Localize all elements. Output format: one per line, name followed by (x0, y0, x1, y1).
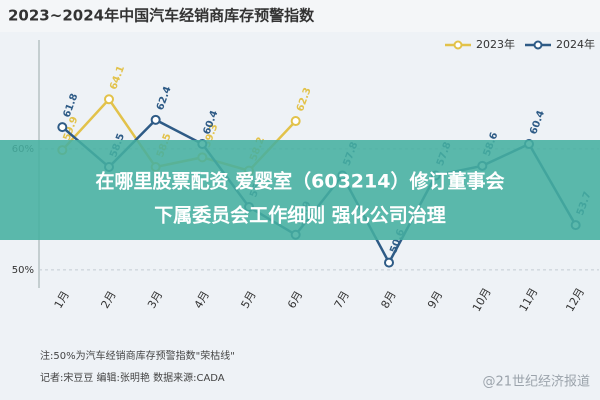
point (290, 116, 301, 127)
x-tick-label: 10月 (470, 286, 494, 314)
value-label: 60.4 (528, 109, 547, 136)
legend-item: 2024年 (525, 37, 595, 51)
x-tick-label: 2月 (98, 289, 118, 311)
x-tick-label: 7月 (332, 289, 352, 311)
title-bar (0, 0, 600, 32)
banner-line: 下属委员会工作细则 强化公司治理 (154, 204, 446, 227)
value-label: 62.3 (295, 86, 314, 113)
x-tick-label: 12月 (563, 286, 587, 314)
y-tick-label: 50% (12, 265, 34, 276)
x-tick-label: 11月 (517, 286, 541, 314)
chart-title: 2023~2024年中国汽车经销商库存预警指数 (8, 7, 315, 25)
x-tick-label: 9月 (425, 289, 445, 311)
x-tick-label: 6月 (285, 289, 305, 311)
x-tick-label: 4月 (192, 289, 212, 311)
x-tick-label: 5月 (238, 289, 258, 311)
legend-swatch-point (533, 40, 543, 50)
value-label: 62.4 (155, 85, 174, 112)
banner-line: 在哪里股票配资 爱婴室（603214）修订董事会 (96, 170, 505, 193)
x-tick-label: 3月 (145, 289, 165, 311)
point (104, 94, 114, 105)
legend-swatch-point (453, 40, 463, 50)
note: 记者:宋豆豆 编辑:张明艳 数据来源:CADA (40, 371, 225, 384)
value-label: 61.8 (62, 92, 81, 119)
point (57, 122, 68, 133)
legend-item: 2023年 (445, 37, 515, 51)
legend-label: 2024年 (556, 37, 595, 51)
value-label: 64.1 (108, 64, 127, 91)
watermark: @21世纪经济报道 (482, 375, 590, 390)
x-tick-label: 1月 (52, 289, 72, 311)
banner (0, 140, 600, 240)
x-tick-label: 8月 (378, 289, 398, 311)
point (150, 114, 161, 125)
note: 注:50%为汽车经销商库存预警指数"荣枯线" (40, 349, 235, 362)
legend-label: 2023年 (476, 37, 515, 51)
point (384, 257, 394, 268)
